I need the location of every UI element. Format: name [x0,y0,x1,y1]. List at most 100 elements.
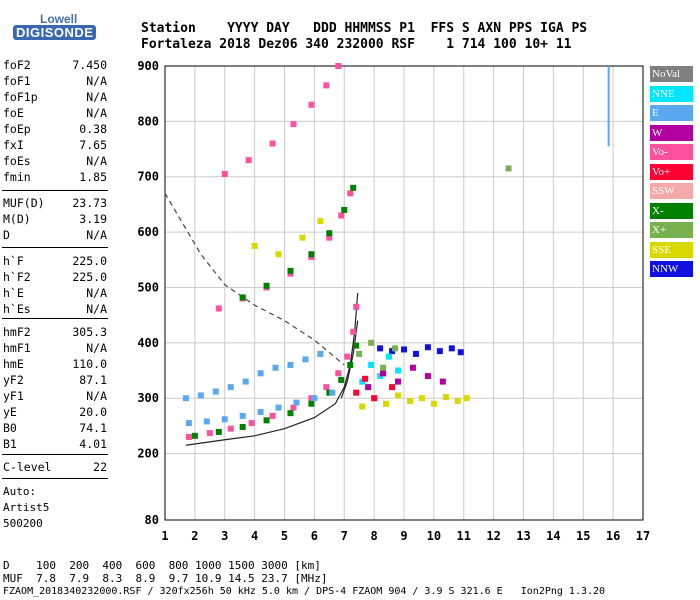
data-point [197,392,204,399]
x-tick-label: 3 [221,529,228,543]
data-point [362,375,369,382]
param-value: 305.3 [72,325,107,339]
data-point [457,349,464,356]
param-name: yF2 [3,373,24,387]
x-tick-label: 8 [371,529,378,543]
data-point [335,63,342,69]
data-point [439,378,446,385]
data-point [347,190,354,197]
data-point [338,376,345,383]
y-tick-label: 400 [137,336,159,350]
x-tick-label: 5 [281,529,288,543]
data-point [239,412,246,419]
x-tick-label: 15 [576,529,590,543]
param-name: B1 [3,437,17,451]
x-tick-label: 4 [251,529,258,543]
param-value: N/A [86,389,107,403]
param-value: 7.65 [79,138,107,152]
data-point [215,428,222,435]
footer-file-info: FZAOM_2018340232000.RSF / 320fx256h 50 k… [3,586,606,597]
legend-item: Vo- [650,144,693,160]
x-tick-label: 12 [486,529,500,543]
legend-item: NNE [650,85,693,102]
x-tick-label: 1 [161,529,168,543]
data-point [442,394,449,401]
data-point [389,384,396,391]
logo-lowell: Lowell [40,12,78,26]
param-value: 3.19 [79,212,107,226]
data-point [263,417,270,424]
param-row: D N/A [3,228,107,244]
data-point [365,384,372,391]
y-tick-label: 300 [137,391,159,405]
param-value: N/A [86,228,107,242]
legend-item: Vo+ [650,163,693,180]
data-point [454,397,461,404]
data-point [412,350,419,357]
data-point [308,251,315,258]
data-point [275,251,282,258]
data-point [430,400,437,407]
param-row: MUF(D) 23.73 [3,196,107,212]
param-row: yF2 87.1 [3,373,107,389]
data-point [347,361,354,368]
data-point [287,410,294,417]
param-name: C-level [3,460,52,474]
data-point [383,400,390,407]
header-row-labels: Station YYYY DAY DDD HHMMSS P1 FFS S AXN… [141,21,588,36]
data-point [206,430,213,437]
data-point [326,230,333,237]
param-row: yF1 N/A [3,389,107,405]
data-point [227,425,234,432]
param-name: foF1p [3,90,38,104]
param-value: 225.0 [72,270,107,284]
auto-code: 500200 [3,517,43,530]
data-point [293,399,300,406]
data-point [221,416,228,423]
panel-separator [2,478,108,479]
panel-separator [2,190,108,191]
data-point [290,121,297,128]
data-point [272,364,279,371]
y-tick-label: 600 [137,225,159,239]
x-tick-label: 6 [311,529,318,543]
data-point [311,395,318,402]
param-name: M(D) [3,212,31,226]
data-point [185,433,192,440]
data-point [356,350,363,357]
data-point [371,395,378,402]
x-tick-label: 13 [516,529,530,543]
data-point [257,409,264,416]
param-value: N/A [86,74,107,88]
param-row: foF2 7.450 [3,58,107,74]
x-tick-label: 7 [341,529,348,543]
data-point [323,82,330,89]
data-point [341,206,348,213]
param-name: fmin [3,170,31,184]
param-name: yE [3,405,17,419]
footer-distance-row: D 100 200 400 600 800 1000 1500 3000 [km… [3,559,321,572]
data-point [299,234,306,241]
data-point [418,395,425,402]
data-point [317,218,324,225]
data-point [185,420,192,427]
data-point [212,388,219,395]
profile-line [185,292,359,446]
data-point [335,370,342,377]
data-point [245,157,252,164]
data-point [257,370,264,377]
x-tick-label: 2 [191,529,198,543]
param-name: foF2 [3,58,31,72]
auto-label: Auto: [3,485,37,498]
data-point [424,373,431,380]
param-row: B0 74.1 [3,421,107,437]
param-value: N/A [86,341,107,355]
legend-item: NNW [650,261,693,277]
param-value: 1.85 [79,170,107,184]
param-value: N/A [86,90,107,104]
data-point [227,384,234,391]
auto-artist: Artist5 [3,501,50,514]
data-point [368,361,375,368]
data-point [215,305,222,312]
param-value: 0.38 [79,122,107,136]
